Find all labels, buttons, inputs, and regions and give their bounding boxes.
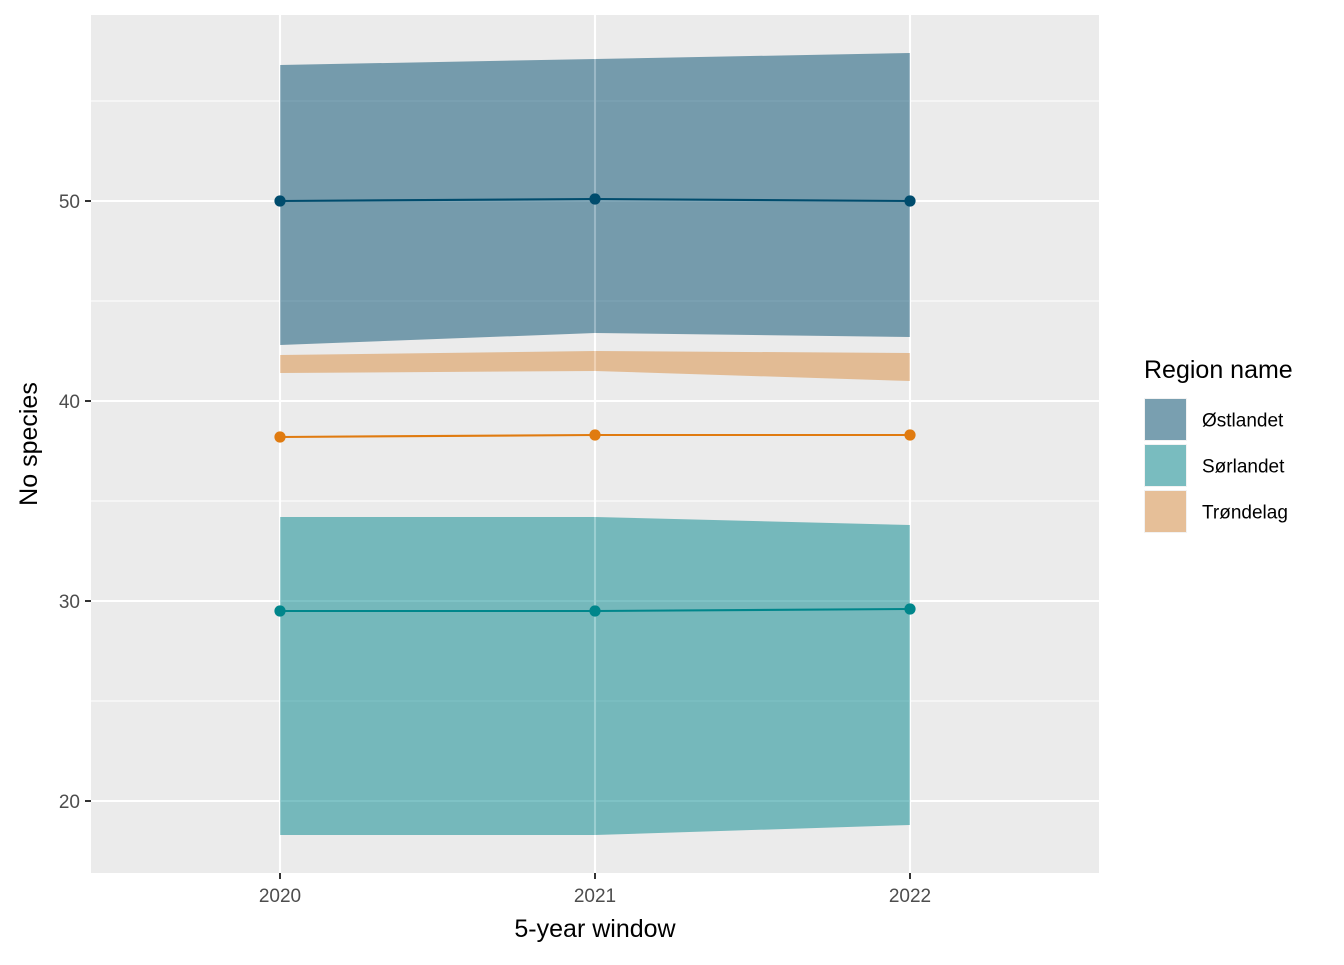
y-tick-label: 30	[59, 592, 80, 613]
data-point	[589, 193, 601, 205]
vertical-grid	[278, 15, 912, 873]
data-point	[274, 195, 286, 207]
y-axis: 20 30 40 50	[59, 192, 91, 813]
x-tick-label: 2020	[259, 886, 301, 907]
legend-label: Sørlandet	[1202, 457, 1285, 478]
data-point	[274, 431, 286, 443]
legend-title: Region name	[1144, 356, 1293, 384]
legend-key	[1145, 445, 1186, 486]
data-point	[589, 429, 601, 441]
y-axis-title: No species	[15, 382, 43, 506]
legend-label: Trøndelag	[1202, 503, 1288, 524]
y-tick-label: 20	[59, 792, 80, 813]
series-points	[274, 193, 916, 617]
data-point	[274, 605, 286, 617]
ribbons	[280, 53, 910, 835]
x-tick-label: 2022	[889, 886, 931, 907]
x-axis-title: 5-year window	[514, 915, 676, 943]
data-point	[904, 195, 916, 207]
x-tick-label: 2021	[574, 886, 616, 907]
data-point	[589, 605, 601, 617]
y-tick-label: 40	[59, 392, 80, 413]
y-tick-label: 50	[59, 192, 80, 213]
legend-key	[1145, 491, 1186, 532]
legend: Region name Østlandet Sørlandet Trøndelag	[1144, 356, 1293, 533]
x-axis: 2020 2021 2022	[259, 873, 931, 907]
ribbon-trøndelag	[280, 351, 910, 381]
data-point	[904, 603, 916, 615]
legend-key	[1145, 399, 1186, 440]
data-point	[904, 429, 916, 441]
legend-label: Østlandet	[1202, 411, 1284, 432]
ribbon-sørlandet	[280, 517, 910, 835]
